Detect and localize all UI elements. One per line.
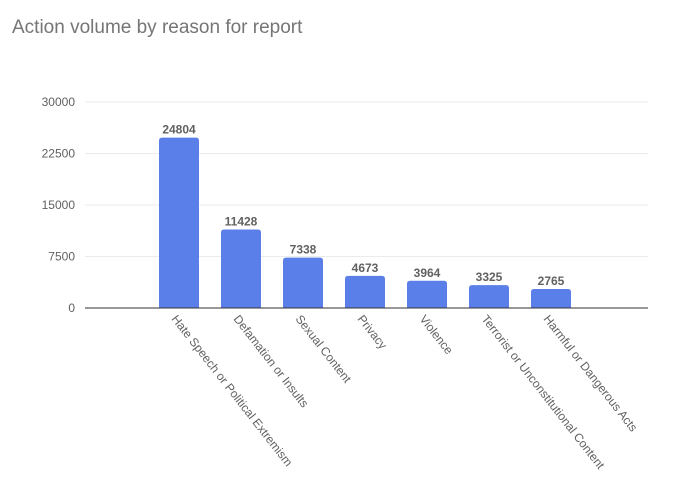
data-label: 3964: [414, 266, 441, 280]
y-tick-label: 15000: [42, 198, 76, 212]
bar: [159, 137, 199, 308]
data-label: 24804: [162, 123, 196, 137]
data-label: 11428: [225, 215, 258, 229]
data-label: 3325: [476, 270, 503, 284]
y-tick-label: 30000: [42, 95, 76, 109]
category-label: Privacy: [355, 312, 390, 352]
category-labels: Hate Speech or Political ExtremismDefama…: [169, 312, 641, 472]
data-label: 7338: [290, 243, 317, 257]
chart-title: Action volume by reason for report: [12, 17, 303, 38]
category-label: Violence: [417, 312, 456, 357]
bar: [345, 275, 385, 308]
bar: [283, 257, 323, 308]
y-axis-tick-labels: 0 7500 15000 22500 30000: [42, 95, 76, 315]
bar: [531, 289, 571, 308]
bars: [159, 137, 571, 308]
data-label: 4673: [352, 261, 379, 275]
bar: [469, 285, 509, 308]
y-tick-label: 7500: [48, 250, 75, 264]
y-tick-label: 22500: [42, 147, 76, 161]
data-labels: 24804 11428 7338 4673 3964 3325 2765: [162, 123, 564, 288]
y-tick-label: 0: [68, 301, 75, 315]
data-label: 2765: [538, 274, 565, 288]
category-label: Terrorist or Unconstitutional Content: [479, 312, 608, 472]
bar: [221, 229, 261, 308]
category-label: Sexual Content: [293, 312, 355, 386]
bar: [407, 280, 447, 308]
category-label: Hate Speech or Political Extremism: [169, 312, 296, 469]
